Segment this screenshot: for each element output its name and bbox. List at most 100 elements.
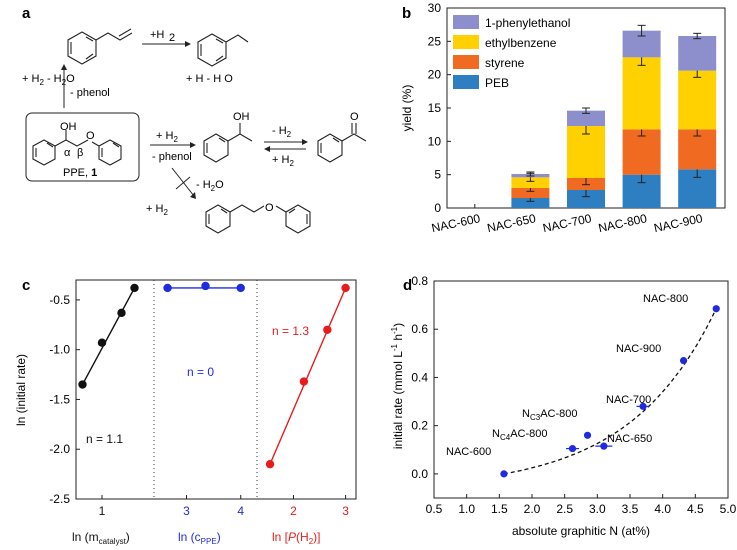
chart-b-legend-label: PEB	[485, 76, 509, 90]
chart-d-xtick-label: 0.5	[426, 502, 443, 516]
chart-d-ytick-label: 0.8	[411, 274, 428, 288]
chart-c-xtick-label: 3	[342, 504, 349, 518]
chart-d-ytick-label: 0.2	[411, 419, 428, 433]
chart-d-xtick-label: 2.0	[524, 502, 541, 516]
minus-h2-label: - H2	[272, 125, 292, 139]
label-nac-700: NAC-700	[606, 394, 651, 406]
label-nc4ac-800: NC4AC-800	[492, 428, 547, 442]
bottom-plus-h2: + H2	[146, 203, 168, 217]
chart-c-xtick-label: 4	[237, 504, 244, 518]
chart-c-ytick-label: -1.5	[49, 392, 70, 406]
chart-c-xtick-label: 1	[99, 504, 106, 518]
chart-b-xtick-label: NAC-900	[653, 211, 705, 235]
chart-c-point	[78, 380, 87, 389]
chart-c-ylabel: ln (initial rate)	[14, 354, 28, 426]
chart-b-legend-swatch	[453, 55, 479, 69]
mid-phenol-label: - phenol	[152, 151, 192, 163]
chart-b-bar-segment	[511, 188, 550, 198]
chart-b-xtick-label: NAC-650	[486, 211, 538, 235]
chart-d-xtick-label: 4.5	[687, 502, 704, 516]
ppe-o: O	[86, 130, 95, 142]
chart-d-xtick-label: 1.0	[458, 502, 475, 516]
mid-h2-label: + H2	[156, 130, 178, 144]
chart-c-xlabel-2: ln (cPPE)	[178, 530, 221, 546]
chart-b-xtick-label: NAC-800	[597, 211, 649, 235]
chart-d-xlabel: absolute graphitic N (at%)	[512, 524, 650, 538]
beta-label: β	[77, 147, 83, 159]
chart-d-xtick-label: 3.5	[622, 502, 639, 516]
chart-c-point	[323, 325, 332, 334]
ethylbenzene-molecule	[197, 33, 249, 67]
label-nc3ac-800: NC3AC-800	[522, 408, 577, 422]
chart-b-ytick-label: 15	[428, 101, 442, 115]
chart-d-ytick-label: 0.4	[411, 370, 428, 384]
chart-d-xtick-label: 3.0	[589, 502, 606, 516]
chart-c-frame	[75, 279, 357, 500]
chart-b-bar-segment	[567, 110, 605, 126]
chart-b-bar-segment	[678, 70, 717, 130]
chart-c-ytick-label: -0.5	[49, 293, 70, 307]
peb-molecule	[205, 204, 311, 234]
label-nac-800: NAC-800	[643, 293, 688, 305]
panel-label-d: d	[403, 277, 412, 294]
chart-b-ytick-label: 20	[428, 68, 442, 82]
panel-label-c: c	[22, 277, 30, 294]
chart-d-ytick-label: 0.6	[411, 322, 428, 336]
arrow-h2-label: +H	[150, 29, 164, 41]
chart-c-fit-line	[81, 287, 136, 385]
chart-b-ytick-label: 10	[428, 134, 442, 148]
chart-c-annotation: n = 1.3	[272, 324, 309, 338]
label-nac-600: NAC-600	[446, 446, 491, 458]
ppe-box	[25, 112, 140, 182]
chart-c-fit-line	[269, 287, 347, 465]
chart-c-point	[201, 281, 210, 291]
chart-b-ytick-label: 30	[428, 1, 442, 15]
acetophenone-molecule	[317, 123, 367, 163]
chart-c-point	[236, 283, 245, 293]
panel-label-a: a	[22, 5, 31, 22]
chart-d-point	[679, 356, 688, 365]
ppe-oh: OH	[60, 121, 77, 133]
label-nac-900: NAC-900	[616, 343, 661, 355]
chart-b-legend-label: 1-phenylethanol	[485, 16, 570, 30]
chart-c: ln (initial rate) -0.5 -1.0 -1.5 -2.0 -2.5 1…	[14, 279, 357, 546]
chart-c-annotation: n = 1.1	[86, 432, 123, 446]
chart-b-bar-segment	[567, 190, 605, 208]
chart-c-point	[299, 377, 309, 386]
chart-d-point	[500, 470, 508, 478]
chart-b-ylabel: yield (%)	[400, 85, 414, 132]
reaction-scheme: +H 2 + H - H O + H2 - H2O - phenol	[22, 28, 367, 234]
chart-b-bar-segment	[511, 177, 550, 188]
ppe-molecule	[32, 130, 122, 166]
chart-c-point	[117, 308, 126, 318]
chart-d-xtick-label: 5.0	[720, 502, 737, 516]
chart-b-xtick-label: NAC-700	[541, 211, 593, 235]
styrene-molecule	[67, 28, 133, 65]
peb-o: O	[265, 202, 274, 214]
phenylethanol-oh: OH	[233, 111, 250, 123]
chart-d-point	[600, 442, 608, 450]
chart-d-point	[583, 431, 592, 439]
h2-label-left: + H2 - H2O	[22, 73, 75, 87]
chart-c-ytick-label: -2.0	[49, 442, 70, 456]
chart-d-xtick-label: 2.5	[556, 502, 573, 516]
chart-b-bar-segment	[622, 57, 661, 130]
chart-c-ytick-label: -2.5	[49, 492, 70, 506]
phenol-label-left: - phenol	[70, 87, 110, 99]
chart-d-point	[568, 444, 577, 453]
chart-b-ytick-label: 0	[434, 201, 441, 215]
chart-d: initial rate (mmol L-1 h-1) absolute gra…	[390, 274, 737, 538]
chart-c-xtick-label: 3	[183, 504, 190, 518]
chart-b-ytick-label: 25	[428, 34, 442, 48]
chart-d-xtick-label: 4.0	[654, 502, 671, 516]
chart-b-bar-segment	[567, 126, 605, 178]
ethylbenzene-conditions: + H - H O	[186, 73, 233, 85]
chart-b-bar-segment	[678, 36, 717, 71]
chart-d-ytick-label: 0.0	[411, 467, 428, 481]
bottom-minus-h2o: - H2O	[196, 179, 224, 193]
chart-b-bar-segment	[511, 198, 550, 208]
chart-d-xtick-label: 1.5	[491, 502, 508, 516]
arrow-h2-sub: 2	[169, 32, 175, 44]
